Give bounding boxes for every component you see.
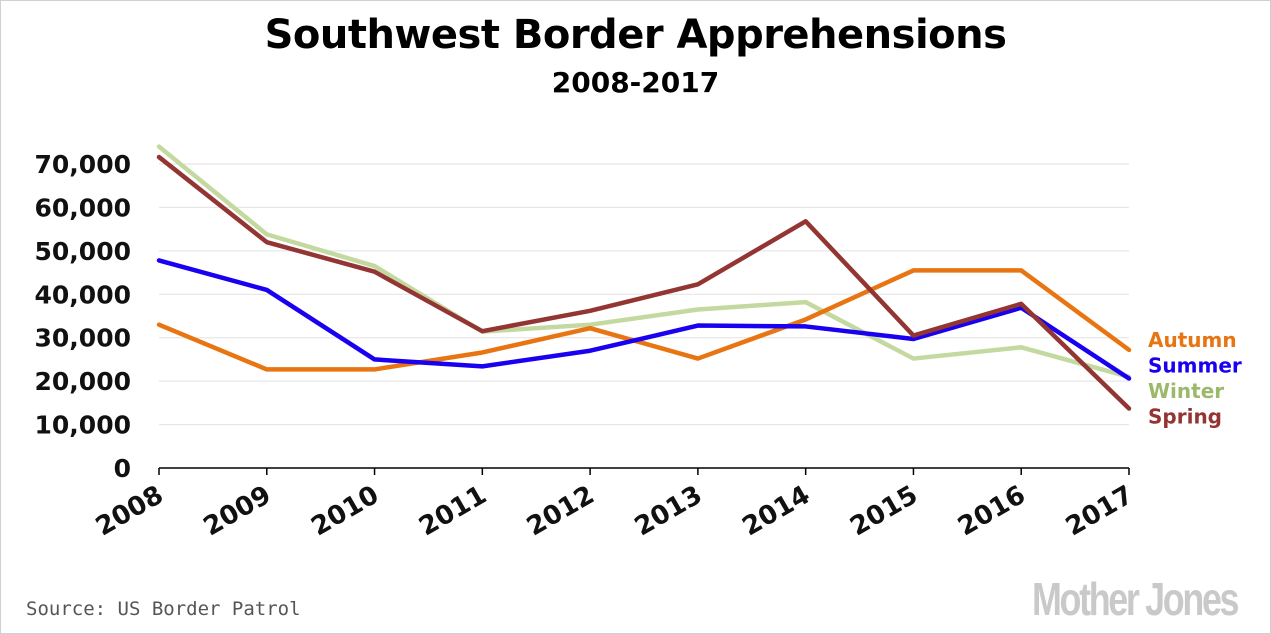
x-tick-label: 2009 <box>199 480 277 542</box>
chart-subtitle: 2008-2017 <box>551 66 720 99</box>
legend-entry-autumn: Autumn <box>1148 328 1237 352</box>
x-tick-label: 2014 <box>737 480 815 542</box>
y-tick-label: 50,000 <box>35 237 131 266</box>
x-axis <box>158 467 1130 475</box>
x-tick-label: 2008 <box>91 480 169 542</box>
y-tick-labels: 0 10,000 20,000 30,000 40,000 50,000 60,000 70,… <box>35 150 131 483</box>
legend-entry-summer: Summer <box>1148 354 1242 378</box>
series-lines <box>156 144 1132 411</box>
y-tick-label: 0 <box>114 454 131 483</box>
chart-title: Southwest Border Apprehensions <box>264 12 1007 58</box>
series-line-spring <box>156 154 1132 411</box>
x-tick-label: 2010 <box>306 480 384 542</box>
series-line-winter <box>156 144 1132 380</box>
x-tick-label: 2017 <box>1061 480 1139 542</box>
y-tick-label: 40,000 <box>35 280 131 309</box>
series-line-autumn <box>156 268 1132 372</box>
x-tick-label: 2013 <box>630 480 708 542</box>
mother-jones-logo: Mother Jones <box>1032 573 1240 625</box>
source-note: Source: US Border Patrol <box>26 598 301 620</box>
x-tick-label: 2016 <box>953 480 1031 542</box>
y-tick-label: 20,000 <box>35 367 131 396</box>
x-tick-label: 2011 <box>414 480 492 542</box>
y-tick-label: 10,000 <box>35 411 131 440</box>
y-tick-label: 70,000 <box>35 150 131 179</box>
grid-lines <box>159 163 1129 426</box>
x-tick-label: 2012 <box>522 480 600 542</box>
x-tick-label: 2015 <box>845 480 923 542</box>
series-line-summer <box>156 258 1132 381</box>
y-tick-label: 60,000 <box>35 193 131 222</box>
legend-entry-spring: Spring <box>1148 405 1222 429</box>
legend-entry-winter: Winter <box>1148 379 1224 403</box>
y-tick-label: 30,000 <box>35 324 131 353</box>
x-tick-labels: 2008 2009 2010 2011 2012 2013 2014 2015 2016 2017 <box>91 480 1139 542</box>
